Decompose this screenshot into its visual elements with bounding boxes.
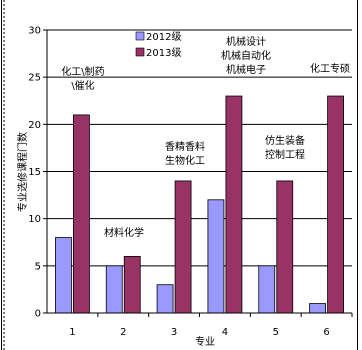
annotation-label: 材料化学: [104, 226, 144, 239]
annotation-label: 仿生装备: [265, 134, 305, 147]
y-tick-label: 15: [28, 167, 41, 178]
x-tick-label: 5: [273, 327, 279, 338]
annotation-label: 机械自动化: [221, 49, 271, 62]
legend-label: 2013级: [146, 47, 181, 59]
y-tick-label: 20: [28, 120, 41, 131]
x-tick-label: 6: [323, 327, 329, 338]
bar-2012级-4: [207, 199, 225, 314]
x-tick-label: 3: [171, 327, 177, 338]
annotation-label: 化工专硕: [310, 62, 350, 75]
annotation-label: 控制工程: [265, 148, 305, 161]
legend: 2012级 2013级: [135, 31, 181, 59]
bar-2012级-6: [309, 303, 326, 314]
bar-2013级-3: [174, 180, 192, 314]
x-axis-title: 专业: [195, 335, 215, 348]
x-tick-label: 2: [120, 327, 126, 338]
bar-2012级-3: [156, 284, 174, 314]
bar-2013级-2: [123, 255, 141, 314]
y-tick-label: 30: [28, 26, 41, 37]
y-tick-label: 0: [35, 309, 41, 320]
y-axis-title: 专业选修课程门数: [16, 132, 29, 212]
annotation-label: \催化: [71, 79, 94, 92]
annotation-label: 化工\制药: [61, 65, 104, 78]
y-tick-label: 10: [28, 214, 41, 225]
y-tick-label: 25: [28, 73, 41, 84]
bar-2012级-1: [55, 237, 72, 314]
gridlines: [47, 29, 352, 267]
bar-2012级-5: [258, 265, 276, 314]
legend-swatch: [135, 31, 145, 41]
x-tick-label: 1: [69, 327, 75, 338]
annotation-label: 生物化工: [165, 154, 205, 167]
legend-label: 2012级: [146, 31, 181, 43]
bars-group: [55, 95, 344, 314]
legend-swatch: [135, 47, 145, 57]
bar-2012级-2: [105, 265, 123, 314]
bar-2013级-6: [327, 95, 344, 314]
tick-labels: 0 5 10 15 20 25 30 1 2 3 4 5 6: [28, 26, 353, 338]
annotation-label: 机械电子: [226, 63, 266, 76]
y-tick-label: 5: [35, 261, 41, 272]
annotation-label: 机械设计: [226, 35, 266, 48]
x-tick-label: 4: [222, 327, 228, 338]
annotation-label: 香精香料: [165, 140, 205, 153]
bar-2013级-4: [225, 95, 243, 314]
bar-2013级-5: [276, 180, 294, 314]
bar-2013级-1: [73, 114, 90, 314]
